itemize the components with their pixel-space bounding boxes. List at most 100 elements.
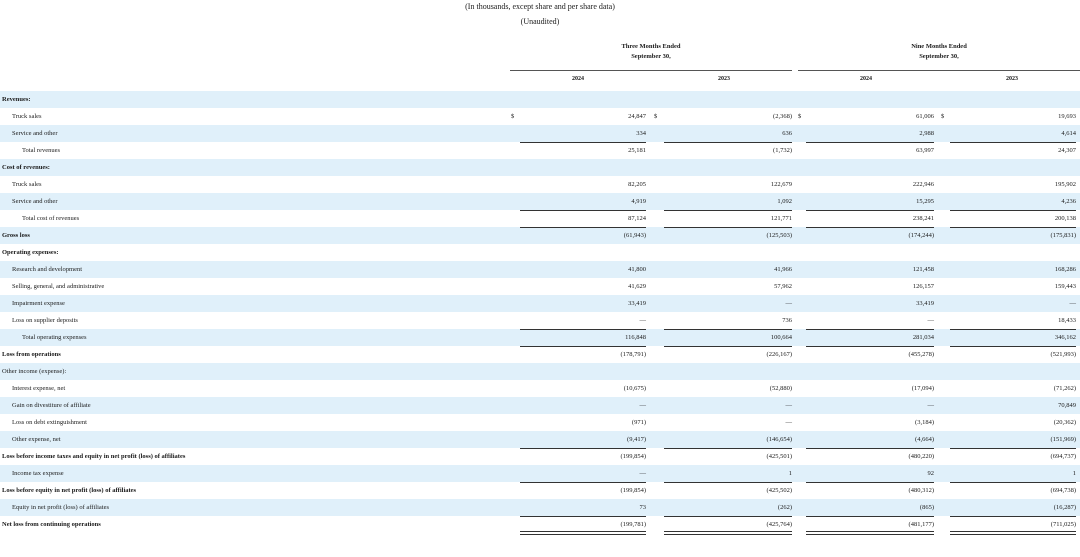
row-label: Truck sales: [12, 113, 42, 120]
subtotal-rule: [950, 516, 1076, 517]
value-cell: 126,157: [912, 283, 934, 290]
total-double-rule: [806, 531, 934, 535]
value-cell: 346,162: [1054, 334, 1076, 341]
value-cell: (865): [919, 504, 934, 511]
row-label: Gain on divestiture of affiliate: [12, 402, 91, 409]
table-row: Other income (expense):: [0, 363, 1080, 380]
currency-symbol: $: [941, 113, 945, 120]
subtotal-rule: [664, 329, 792, 330]
row-label: Equity in net profit (loss) of affiliate…: [12, 504, 109, 511]
subtotal-rule: [806, 448, 934, 449]
row-label: Total cost of revenues: [22, 215, 80, 222]
subtotal-rule: [520, 346, 646, 347]
units-note: (In thousands, except share and per shar…: [465, 2, 615, 11]
value-cell: (425,501): [766, 453, 792, 460]
period-underline: [798, 70, 1080, 71]
row-label: Operating expenses:: [2, 249, 59, 256]
value-cell: 24,307: [1058, 147, 1076, 154]
value-cell: (10,675): [623, 385, 646, 392]
period-underline: [510, 70, 792, 71]
table-row: Cost of revenues:: [0, 159, 1080, 176]
row-label: Selling, general, and administrative: [12, 283, 105, 290]
value-cell: (262): [777, 504, 792, 511]
value-cell: 87,124: [628, 215, 646, 222]
value-cell: 1: [788, 470, 792, 477]
total-double-rule: [664, 531, 792, 535]
table-row: Service and other 334 636 2,988 4,614: [0, 125, 1080, 142]
value-cell: 334: [636, 130, 646, 137]
table-row: Income tax expense — 1 92 1: [0, 465, 1080, 482]
period-header-three-months: Three Months Ended September 30,: [510, 42, 792, 62]
total-double-rule: [520, 531, 646, 535]
subtotal-rule: [806, 482, 934, 483]
subtotal-rule: [806, 346, 934, 347]
currency-symbol: $: [654, 113, 658, 120]
value-cell: 200,138: [1054, 215, 1076, 222]
value-cell: 4,919: [631, 198, 646, 205]
value-cell: 18,433: [1058, 317, 1076, 324]
subtotal-rule: [520, 227, 646, 228]
subtotal-rule: [520, 142, 646, 143]
value-cell: 121,771: [770, 215, 792, 222]
currency-symbol: $: [798, 113, 802, 120]
value-cell: (175,831): [1050, 232, 1076, 239]
value-cell: 33,419: [628, 300, 646, 307]
value-cell: (125,503): [766, 232, 792, 239]
value-cell: (425,764): [766, 521, 792, 528]
row-label: Service and other: [12, 198, 58, 205]
value-cell: 636: [782, 130, 792, 137]
row-label: Loss before equity in net profit (loss) …: [2, 487, 137, 494]
year-header: 2023: [1006, 76, 1018, 82]
value-cell: 41,800: [628, 266, 646, 273]
value-cell: (694,738): [1050, 487, 1076, 494]
value-cell: —: [927, 402, 935, 409]
subtotal-rule: [806, 210, 934, 211]
table-row: Total operating expenses 116,848 100,664 28…: [0, 329, 1080, 346]
total-double-rule: [950, 531, 1076, 535]
subtotal-rule: [664, 516, 792, 517]
row-label: Total revenues: [22, 147, 60, 154]
subtotal-rule: [806, 329, 934, 330]
subtotal-rule: [664, 142, 792, 143]
subtotal-rule: [806, 227, 934, 228]
table-row: Revenues:: [0, 91, 1080, 108]
period-date: September 30,: [631, 53, 671, 60]
value-cell: (174,244): [908, 232, 934, 239]
table-row: Total cost of revenues 87,124 121,771 238,2…: [0, 210, 1080, 227]
value-cell: 70,849: [1058, 402, 1076, 409]
value-cell: 195,902: [1054, 181, 1076, 188]
row-label: Research and development: [12, 266, 83, 273]
value-cell: (455,278): [908, 351, 934, 358]
row-label: Loss before income taxes and equity in n…: [2, 453, 186, 460]
value-cell: (20,362): [1053, 419, 1076, 426]
row-label: Service and other: [12, 130, 58, 137]
table-row: Operating expenses:: [0, 244, 1080, 261]
value-cell: 41,966: [774, 266, 792, 273]
value-cell: (1,732): [773, 147, 792, 154]
row-label: Revenues:: [2, 96, 31, 103]
row-label: Truck sales: [12, 181, 42, 188]
value-cell: —: [639, 317, 647, 324]
row-label: Interest expense, net: [12, 385, 66, 392]
value-cell: 121,458: [912, 266, 934, 273]
value-cell: 100,664: [770, 334, 792, 341]
value-cell: (480,220): [908, 453, 934, 460]
value-cell: (199,854): [620, 453, 646, 460]
period-date: September 30,: [919, 53, 959, 60]
value-cell: 61,006: [916, 113, 934, 120]
audit-note: (Unaudited): [520, 17, 560, 26]
table-row: Loss on debt extinguishment (971) — (3,184)…: [0, 414, 1080, 431]
value-cell: (480,312): [908, 487, 934, 494]
value-cell: (971): [631, 419, 646, 426]
value-cell: (52,880): [769, 385, 792, 392]
value-cell: (71,262): [1053, 385, 1076, 392]
table-row: Interest expense, net (10,675) (52,880) (17…: [0, 380, 1080, 397]
subtotal-rule: [520, 210, 646, 211]
subtotal-rule: [664, 346, 792, 347]
subtotal-rule: [806, 142, 934, 143]
value-cell: —: [785, 419, 793, 426]
row-label: Loss from operations: [2, 351, 61, 358]
value-cell: 25,181: [628, 147, 646, 154]
subtotal-rule: [950, 346, 1076, 347]
